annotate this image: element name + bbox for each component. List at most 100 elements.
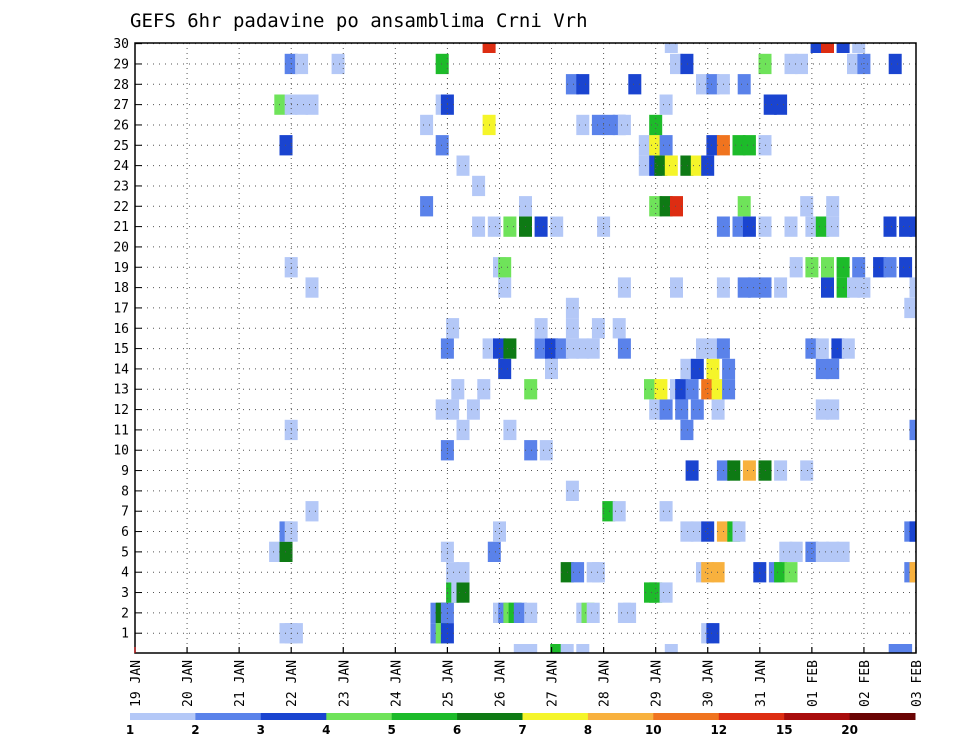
cell — [466, 399, 480, 420]
y-tick-label: 7 — [121, 505, 129, 520]
y-tick-label: 22 — [113, 200, 129, 215]
x-tick-label: 23 JAN — [337, 660, 352, 707]
cell — [305, 94, 319, 115]
y-tick-label: 27 — [113, 98, 129, 113]
cell — [680, 155, 694, 176]
cell — [659, 135, 673, 156]
cell — [826, 196, 840, 217]
cell — [909, 419, 916, 441]
cell — [883, 216, 897, 237]
cell — [815, 338, 829, 359]
cell — [701, 521, 715, 542]
cell — [617, 114, 631, 136]
colorbar-swatch — [260, 713, 327, 720]
colorbar-label: 6 — [453, 723, 461, 737]
cell — [883, 257, 897, 278]
cell — [498, 277, 512, 298]
y-tick-label: 10 — [113, 444, 129, 459]
cell — [623, 602, 637, 623]
cell — [821, 257, 834, 278]
cell — [711, 379, 725, 400]
colorbar-swatch — [653, 713, 720, 720]
y-tick-label: 5 — [121, 545, 129, 560]
y-tick-label: 3 — [121, 586, 129, 601]
cell — [732, 135, 746, 156]
x-tick-label: 24 JAN — [389, 660, 404, 707]
cell — [435, 399, 449, 420]
y-tick-label: 26 — [113, 118, 129, 133]
cell — [560, 644, 574, 653]
cell — [550, 644, 564, 653]
cell — [664, 644, 678, 653]
colorbar-label: 1 — [126, 723, 134, 737]
cell — [420, 114, 434, 136]
cell — [503, 338, 517, 359]
cell — [815, 216, 829, 237]
cell — [680, 419, 694, 441]
cell — [649, 114, 663, 136]
y-tick-label: 24 — [113, 159, 129, 174]
cell — [857, 277, 871, 298]
cell — [472, 175, 486, 197]
y-tick-label: 8 — [121, 484, 129, 499]
cell — [591, 114, 605, 136]
cell — [815, 541, 829, 562]
x-tick-label: 26 JAN — [493, 660, 508, 707]
cell — [701, 562, 715, 583]
cell — [456, 155, 470, 176]
cell — [534, 318, 548, 339]
cell — [576, 644, 590, 653]
y-tick-label: 20 — [113, 240, 129, 255]
cell — [649, 582, 663, 603]
cell — [899, 216, 913, 237]
y-tick-label: 17 — [113, 301, 129, 316]
cell — [524, 602, 538, 623]
cell — [888, 53, 902, 75]
colorbar-label: 10 — [645, 723, 662, 737]
cell — [289, 623, 303, 644]
colorbar-label: 3 — [257, 723, 265, 737]
cell — [701, 155, 715, 176]
cell — [487, 216, 501, 237]
cell — [909, 521, 916, 542]
cell — [670, 196, 683, 217]
cell — [774, 277, 788, 298]
cell — [612, 318, 626, 339]
cell — [826, 216, 840, 237]
cell — [565, 74, 579, 95]
cell — [617, 338, 631, 359]
cell — [841, 338, 855, 359]
y-tick-label: 11 — [113, 423, 129, 438]
y-tick-label: 29 — [113, 57, 129, 72]
cell — [664, 155, 678, 176]
cell — [654, 155, 668, 176]
x-tick-label: 28 JAN — [598, 660, 613, 707]
colorbar-swatch — [784, 713, 851, 720]
y-tick-label: 19 — [113, 261, 129, 276]
cell — [690, 399, 704, 420]
y-tick-label: 9 — [121, 464, 129, 479]
cell — [498, 257, 512, 278]
cell — [446, 562, 460, 583]
cell — [534, 216, 548, 237]
cell — [456, 562, 470, 583]
cell — [269, 541, 283, 562]
cell — [602, 501, 616, 522]
colorbar-swatch — [587, 713, 654, 720]
cell — [649, 196, 663, 217]
x-tick-label: 29 JAN — [650, 660, 665, 707]
y-tick-label: 25 — [113, 139, 129, 154]
cell — [576, 114, 590, 136]
colorbar: 1 2 3 4 5 6 7 8 10 12 15 20 — [126, 713, 916, 737]
cell — [451, 379, 465, 400]
x-tick-label: 22 JAN — [285, 660, 300, 707]
y-tick-label: 6 — [121, 525, 129, 540]
colorbar-swatch — [130, 713, 196, 720]
cell — [456, 582, 470, 603]
cell — [565, 318, 579, 339]
y-tick-label: 13 — [113, 383, 129, 398]
cell — [498, 358, 512, 380]
y-tick-label: 4 — [121, 566, 129, 581]
cell — [539, 440, 553, 461]
cell — [737, 74, 751, 95]
